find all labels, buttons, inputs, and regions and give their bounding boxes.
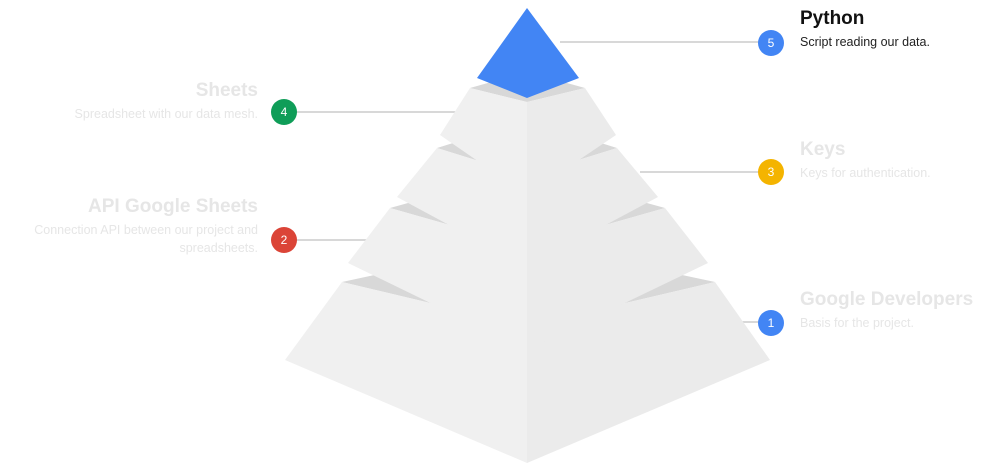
layer-2-badge: 2 bbox=[271, 227, 297, 253]
layer-1-label: Google Developers Basis for the project. bbox=[800, 289, 985, 332]
layer-3-label: Keys Keys for authentication. bbox=[800, 139, 985, 182]
layer-1-badge: 1 bbox=[758, 310, 784, 336]
layer-1-title: Google Developers bbox=[800, 289, 974, 310]
layer-5-label: Python Script reading our data. bbox=[800, 8, 985, 51]
layer-5-badge: 5 bbox=[758, 30, 784, 56]
layer-3-description: Keys for authentication. bbox=[800, 166, 931, 180]
layer-2-label: API Google Sheets Connection API between… bbox=[0, 196, 258, 257]
layer-3-badge: 3 bbox=[758, 159, 784, 185]
layer-2-title: API Google Sheets bbox=[88, 196, 258, 217]
layer-2-description: Connection API between our project and s… bbox=[34, 223, 258, 255]
layer-1-description: Basis for the project. bbox=[800, 316, 914, 330]
layer-4-description: Spreadsheet with our data mesh. bbox=[74, 107, 258, 121]
layer-4-label: Sheets Spreadsheet with our data mesh. bbox=[0, 80, 258, 123]
pyramid-apex bbox=[477, 8, 579, 98]
layer-5-title: Python bbox=[800, 8, 865, 29]
layer-3-title: Keys bbox=[800, 139, 846, 160]
layer-4-title: Sheets bbox=[195, 80, 258, 101]
layer-4-badge: 4 bbox=[271, 99, 297, 125]
layer-5-description: Script reading our data. bbox=[800, 35, 930, 49]
